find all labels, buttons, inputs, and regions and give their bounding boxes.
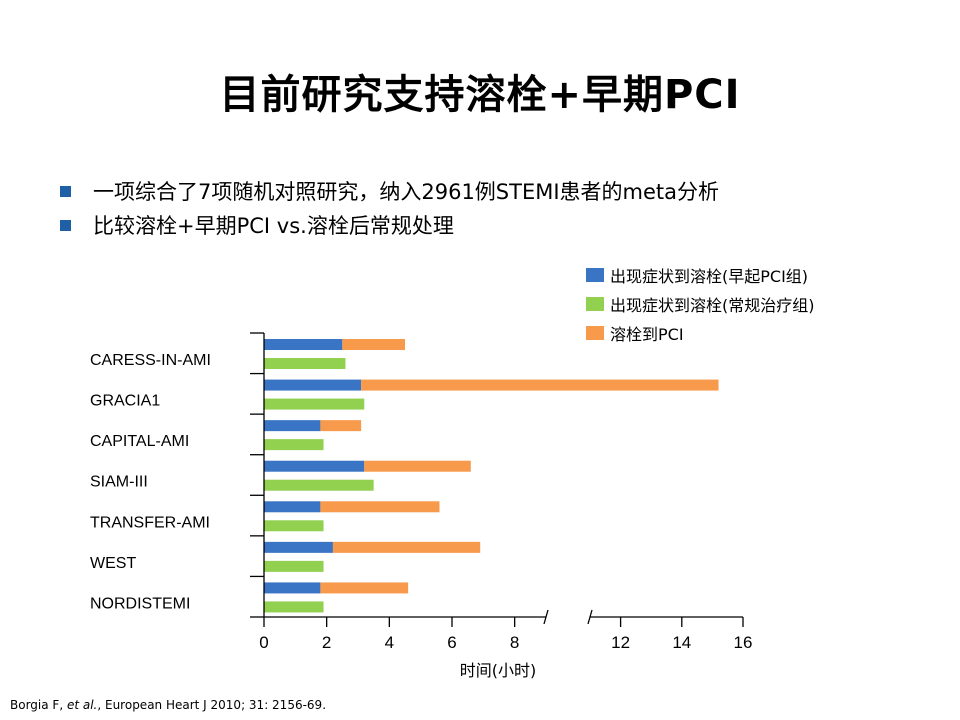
bar-lysis-to-pci (342, 339, 405, 350)
legend-swatch (586, 296, 604, 311)
x-tick-label: 4 (385, 633, 394, 652)
bar-lysis-to-pci (320, 501, 440, 513)
bar-symptom-to-lysis-early-pci (264, 379, 362, 391)
legend-label: 出现症状到溶栓(早起PCI组) (610, 266, 809, 286)
category-label: NORDISTEMI (90, 595, 190, 612)
category-label: SIAM-III (90, 474, 148, 491)
slide-title: 目前研究支持溶栓+早期PCI (219, 72, 741, 118)
citation-footnote: Borgia F, et al., European Heart J 2010;… (10, 698, 326, 712)
legend-swatch (586, 325, 604, 340)
bar-lysis-to-pci (320, 420, 362, 432)
bullet-text: 一项综合了7项随机对照研究，纳入2961例STEMI患者的meta分析 (93, 180, 720, 204)
bullet-list: 一项综合了7项随机对照研究，纳入2961例STEMI患者的meta分析 比较溶栓… (60, 174, 719, 242)
category-label: CARESS-IN-AMI (90, 352, 211, 369)
x-tick-label: 8 (510, 633, 519, 652)
legend-label: 溶栓到PCI (610, 324, 684, 344)
axis-break-mark (587, 609, 593, 625)
x-tick-label: 0 (259, 633, 268, 652)
chart-legend: 出现症状到溶栓(早起PCI组) 出现症状到溶栓(常规治疗组) 溶栓到PCI (586, 260, 815, 347)
legend-item: 出现症状到溶栓(常规治疗组) (586, 289, 815, 318)
bar-symptom-to-lysis-early-pci (264, 339, 343, 350)
bullet-item: 比较溶栓+早期PCI vs.溶栓后常规处理 (60, 208, 719, 242)
bullet-text: 比较溶栓+早期PCI vs.溶栓后常规处理 (93, 214, 454, 238)
bar-symptom-to-lysis-early-pci (264, 582, 321, 594)
bullet-square-icon (60, 185, 71, 197)
bar-symptom-to-lysis-routine (264, 439, 324, 451)
x-tick-label: 16 (734, 633, 753, 652)
footnote-etal: et al. (66, 698, 98, 712)
footnote-journal: , European Heart J 2010; 31: 2156-69. (97, 698, 327, 712)
x-axis-label: 时间(小时) (460, 661, 537, 680)
x-tick-label: 6 (447, 633, 456, 652)
bar-lysis-to-pci (361, 379, 719, 391)
bar-lysis-to-pci (320, 582, 409, 594)
bar-lysis-to-pci (332, 541, 481, 553)
category-label: TRANSFER-AMI (90, 514, 210, 531)
footnote-authors: Borgia F, (10, 698, 67, 712)
bar-symptom-to-lysis-routine (264, 560, 324, 572)
bar-symptom-to-lysis-routine (264, 520, 324, 532)
bar-symptom-to-lysis-early-pci (264, 501, 321, 513)
category-label: GRACIA1 (90, 393, 160, 410)
bar-symptom-to-lysis-early-pci (264, 541, 333, 553)
legend-item: 溶栓到PCI (586, 318, 815, 347)
bar-symptom-to-lysis-routine (264, 398, 365, 410)
bullet-item: 一项综合了7项随机对照研究，纳入2961例STEMI患者的meta分析 (60, 174, 719, 208)
x-tick-label: 14 (672, 633, 691, 652)
bar-symptom-to-lysis-routine (264, 479, 374, 491)
x-tick-label: 12 (611, 633, 630, 652)
bullet-square-icon (60, 219, 71, 231)
bar-symptom-to-lysis-early-pci (264, 460, 365, 472)
bar-symptom-to-lysis-routine (264, 358, 346, 369)
legend-label: 出现症状到溶栓(常规治疗组) (610, 295, 815, 315)
category-label: WEST (90, 555, 136, 572)
legend-item: 出现症状到溶栓(早起PCI组) (586, 260, 815, 289)
legend-swatch (586, 267, 604, 282)
axis-break-mark (543, 609, 549, 625)
bar-symptom-to-lysis-routine (264, 601, 324, 613)
bar-lysis-to-pci (364, 460, 471, 472)
category-label: CAPITAL-AMI (90, 433, 189, 450)
bar-symptom-to-lysis-early-pci (264, 420, 321, 432)
x-tick-label: 2 (322, 633, 331, 652)
